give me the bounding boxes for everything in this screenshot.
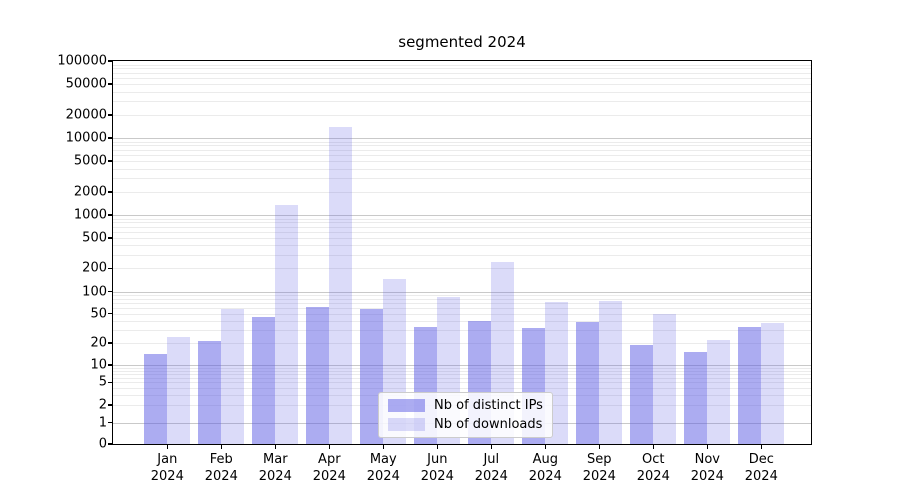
y-tick-label: 50000 — [65, 76, 107, 92]
y-tick-label: 5 — [98, 374, 107, 390]
x-tick-mark — [382, 445, 384, 449]
x-tick-mark — [328, 445, 330, 449]
y-tick-label: 100000 — [57, 53, 107, 69]
y-tick-label: 2000 — [73, 184, 107, 200]
x-tick-mark — [598, 445, 600, 449]
legend-label: Nb of distinct IPs — [434, 398, 543, 413]
y-tick-label: 500 — [82, 230, 107, 246]
y-tick-label: 10000 — [65, 130, 107, 146]
y-tick-label: 20000 — [65, 107, 107, 123]
x-tick-mark — [490, 445, 492, 449]
y-tick-label: 200 — [82, 260, 107, 276]
x-tick-mark — [166, 445, 168, 449]
y-tick-label: 5000 — [73, 153, 107, 169]
x-tick-label: Apr 2024 — [312, 452, 346, 484]
x-tick-mark — [706, 445, 708, 449]
x-tick-label: Jan 2024 — [150, 452, 184, 484]
y-tick-label: 1 — [98, 415, 107, 430]
x-tick-label: Nov 2024 — [690, 452, 724, 484]
y-tick-label: 100 — [82, 284, 107, 299]
legend-swatch-distinct-ips — [388, 399, 425, 412]
x-tick-mark — [544, 445, 546, 449]
x-tick-mark — [436, 445, 438, 449]
x-tick-label: Sep 2024 — [582, 452, 616, 484]
y-tick-label: 0 — [98, 436, 107, 452]
y-tick-label: 2 — [98, 397, 107, 413]
x-tick-mark — [274, 445, 276, 449]
x-tick-label: Mar 2024 — [258, 452, 292, 484]
x-tick-mark — [760, 445, 762, 449]
y-tick-label: 50 — [90, 306, 107, 322]
legend-label: Nb of downloads — [434, 417, 543, 432]
y-tick-label: 20 — [90, 335, 107, 351]
x-tick-mark — [652, 445, 654, 449]
legend-item: Nb of downloads — [388, 417, 543, 432]
plot-area — [112, 60, 812, 445]
chart-title: segmented 2024 — [398, 33, 526, 51]
y-tick-label: 1000 — [73, 207, 107, 223]
legend-swatch-downloads — [388, 418, 425, 431]
legend: Nb of distinct IPs Nb of downloads — [378, 392, 553, 438]
x-tick-label: Dec 2024 — [744, 452, 778, 484]
legend-item: Nb of distinct IPs — [388, 398, 543, 413]
x-tick-label: Oct 2024 — [636, 452, 670, 484]
x-tick-mark — [220, 445, 222, 449]
x-tick-label: May 2024 — [366, 452, 400, 484]
x-tick-label: Feb 2024 — [204, 452, 238, 484]
x-tick-label: Jul 2024 — [474, 452, 508, 484]
x-tick-label: Aug 2024 — [528, 452, 562, 484]
x-tick-label: Jun 2024 — [420, 452, 454, 484]
y-tick-label: 10 — [90, 357, 107, 373]
